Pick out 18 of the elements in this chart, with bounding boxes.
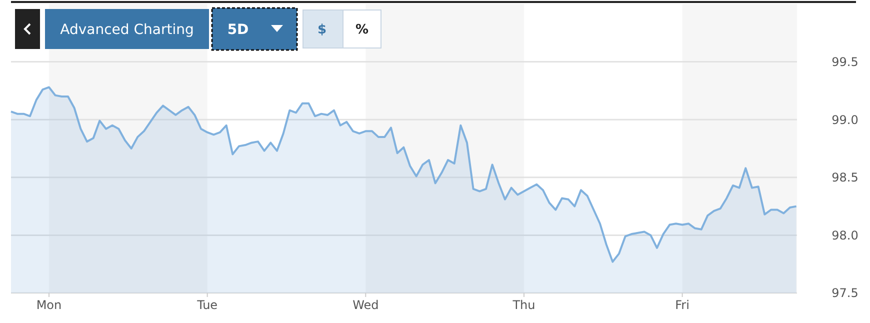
advanced-charting-button: Advanced Charting — [45, 9, 209, 49]
annotation: $ — [317, 22, 327, 38]
annotation: Advanced Charting — [60, 22, 194, 38]
dollar-toggle: $ — [302, 10, 344, 48]
period-dropdown: 5D — [211, 7, 298, 51]
x-tick-label: Mon — [36, 298, 62, 312]
y-tick-label: 98.0 — [832, 228, 858, 242]
annotation: 5D — [227, 22, 249, 38]
y-tick-label: 99.0 — [832, 112, 858, 127]
x-tick-label: Wed — [352, 298, 379, 312]
y-tick-label: 98.5 — [832, 170, 858, 185]
x-tick-label: Tue — [196, 298, 218, 312]
percent-toggle: % — [342, 10, 382, 48]
x-tick-label: Fri — [675, 298, 690, 312]
y-tick-label: 99.5 — [832, 55, 858, 69]
annotation: % — [355, 22, 369, 38]
x-tick-label: Thu — [512, 298, 536, 312]
y-tick-label: 97.5 — [832, 286, 858, 300]
